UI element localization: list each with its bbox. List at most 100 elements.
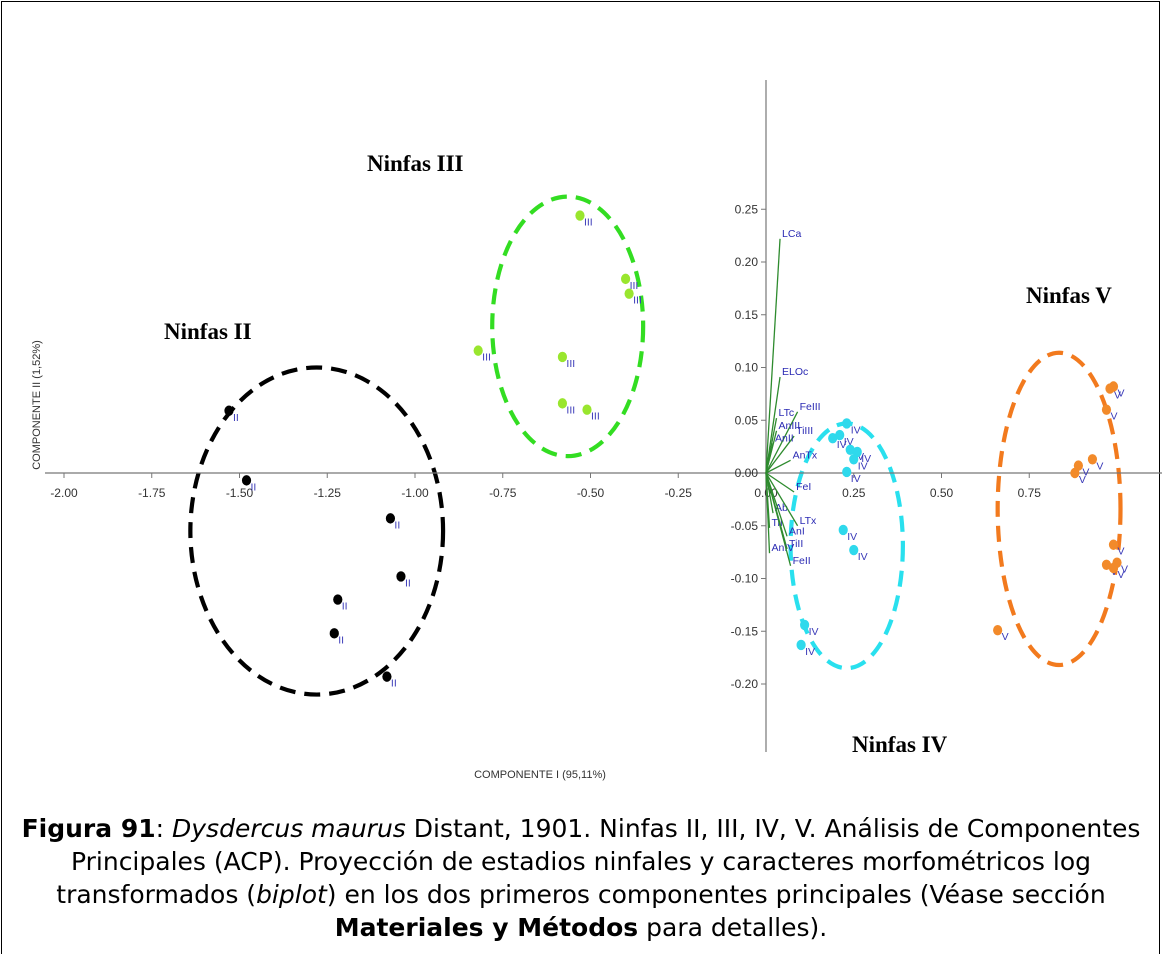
y-ticks: 0.25 0.20 0.15 0.10 0.05 0.00 -0.05 -0.10 -0.15 -… xyxy=(731,202,766,691)
caption-fig-label: Figura 91 xyxy=(21,814,156,843)
data-point-label: IV xyxy=(858,551,868,563)
vector-line xyxy=(765,459,791,474)
data-point xyxy=(849,544,859,556)
vector-label: AnII xyxy=(775,432,794,444)
y-tick-label: 0.05 xyxy=(735,413,759,427)
y-tick-label: 0.00 xyxy=(735,466,759,480)
data-point-label: IV xyxy=(854,451,864,463)
vector-label: TiIII xyxy=(796,425,813,437)
data-point-label: IV xyxy=(805,646,815,658)
data-point-label: V xyxy=(1117,387,1124,399)
data-point xyxy=(382,671,392,682)
group-label-ninfas-iii: Ninfas III xyxy=(367,151,464,176)
group-label-ninfas-ii: Ninfas II xyxy=(164,319,252,344)
x-tick-label: -2.00 xyxy=(50,486,78,500)
data-point-label: V xyxy=(1110,411,1117,423)
x-tick-label: 0.75 xyxy=(1018,486,1042,500)
vector-label: ELOc xyxy=(782,366,808,378)
vector-label: LCa xyxy=(782,228,801,240)
data-point-label: IV xyxy=(809,626,819,638)
data-point-label: V xyxy=(1082,467,1089,479)
group-ellipse-2 xyxy=(188,365,446,697)
group-ellipses xyxy=(188,194,1123,697)
y-tick-label: -0.20 xyxy=(731,677,759,691)
vector-label: FeI xyxy=(796,481,811,493)
data-point-label: III xyxy=(633,295,642,307)
data-point xyxy=(800,619,810,631)
vector-line xyxy=(765,238,781,474)
x-tick-label: -0.25 xyxy=(665,486,693,500)
data-point-label: IV xyxy=(847,531,857,543)
data-point xyxy=(1108,539,1119,550)
caption-species: Dysdercus maurus xyxy=(172,814,406,843)
data-point-label: III xyxy=(630,280,639,292)
data-point xyxy=(241,475,252,486)
data-point xyxy=(842,418,852,429)
data-point-label: III xyxy=(566,404,575,416)
data-point-label: II xyxy=(251,481,257,493)
y-tick-label: 0.25 xyxy=(735,202,759,216)
data-point xyxy=(621,273,631,285)
data-point-label: II xyxy=(405,577,411,589)
data-point xyxy=(557,398,568,409)
data-point-label: IV xyxy=(851,424,861,436)
vector-line xyxy=(765,376,781,474)
vector-line xyxy=(765,411,799,474)
score-points: IIIIIIIIIIIIIIIIIIIIIIIIIIIIIIIIIIIIVIVI… xyxy=(224,210,1128,690)
vector-line xyxy=(765,472,771,554)
group-label-ninfas-v: Ninfas V xyxy=(1026,283,1112,308)
group-ellipse-5 xyxy=(995,350,1123,668)
data-point-label: IV xyxy=(837,439,847,451)
data-point xyxy=(1101,559,1112,570)
data-point xyxy=(575,210,585,221)
data-point-label: III xyxy=(482,352,491,364)
caption-methods: Materiales y Métodos xyxy=(334,913,639,942)
pca-biplot: -2.00 -1.75 -1.50 -1.25 -1.00 -0.75 -0.50 -0.25… xyxy=(31,80,1162,781)
x-tick-label: -0.50 xyxy=(577,486,605,500)
x-tick-label: -1.00 xyxy=(401,486,429,500)
x-tick-label: 0.25 xyxy=(842,486,866,500)
x-ticks: -2.00 -1.75 -1.50 -1.25 -1.00 -0.75 -0.50 -0.25… xyxy=(50,473,1041,500)
y-tick-label: 0.20 xyxy=(735,255,759,269)
vector-label: FeIII xyxy=(800,401,821,413)
data-point-label: II xyxy=(233,412,239,424)
caption-text-1: Distant, 1901. Ninfas II, III, IV, V. An… xyxy=(56,814,1141,909)
data-point-label: IV xyxy=(861,453,871,465)
data-point-label: V xyxy=(1121,564,1128,576)
data-point xyxy=(796,639,806,651)
data-point xyxy=(838,524,848,536)
caption-biplot: biplot xyxy=(256,880,327,909)
data-point-label: II xyxy=(342,601,348,613)
data-point xyxy=(329,628,339,639)
group-label-ninfas-iv: Ninfas IV xyxy=(852,732,948,757)
data-point xyxy=(1101,404,1112,415)
vector-label: TiII xyxy=(789,538,803,550)
data-point-label: V xyxy=(1117,546,1124,558)
vector-label: LTc xyxy=(779,407,795,419)
axes xyxy=(45,80,1162,752)
vector-label: AnIV xyxy=(772,542,795,554)
data-point xyxy=(473,345,483,356)
data-point-label: V xyxy=(1079,474,1086,486)
figure-caption: Figura 91: Dysdercus maurus Distant, 190… xyxy=(20,812,1142,944)
data-point xyxy=(385,513,396,524)
data-point-label: III xyxy=(584,217,593,229)
y-tick-label: 0.10 xyxy=(735,361,759,375)
data-point-label: II xyxy=(338,634,344,646)
data-point-label: IV xyxy=(851,473,861,485)
data-point-label: V xyxy=(1117,569,1124,581)
vector-label: AnI xyxy=(789,525,805,537)
vector-line xyxy=(765,443,774,474)
data-point-label: IV xyxy=(844,436,854,448)
caption-sep: : xyxy=(155,814,172,843)
data-point-label: IV xyxy=(858,460,868,472)
vector-label: Ab xyxy=(775,502,788,514)
vector-line xyxy=(765,472,795,493)
data-point-label: II xyxy=(391,678,397,690)
x-tick-label: 0.50 xyxy=(930,486,954,500)
data-point-label: II xyxy=(394,519,400,531)
vector-line xyxy=(765,472,799,527)
data-point xyxy=(1108,381,1119,392)
